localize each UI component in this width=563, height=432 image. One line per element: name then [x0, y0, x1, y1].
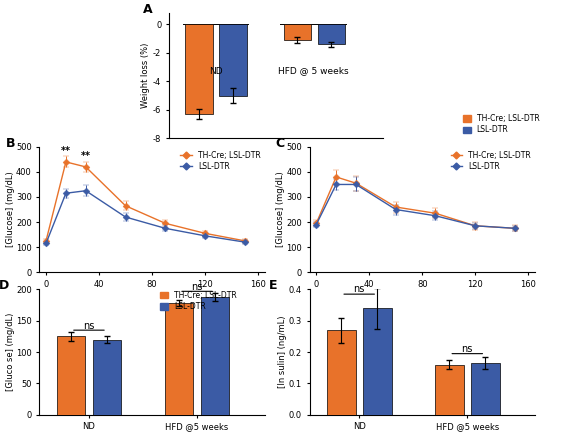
Bar [284, 24, 311, 40]
Y-axis label: [Glucose] (mg/dL): [Glucose] (mg/dL) [6, 172, 15, 248]
Text: ND: ND [209, 67, 223, 76]
Y-axis label: [Glucose] (mg/dL): [Glucose] (mg/dL) [276, 172, 285, 248]
Text: B: B [6, 137, 15, 150]
Text: ns: ns [354, 284, 365, 294]
Text: E: E [269, 280, 278, 292]
Text: D: D [0, 280, 9, 292]
Bar [200, 297, 230, 415]
Bar [327, 330, 356, 415]
Text: HFD @ 5 weeks: HFD @ 5 weeks [278, 67, 349, 76]
Bar [92, 340, 122, 415]
Text: A: A [143, 3, 153, 16]
Bar [435, 365, 464, 415]
Bar [318, 24, 345, 44]
Bar [164, 303, 194, 415]
Legend: TH-Cre; LSL-DTR, LSL-DTR: TH-Cre; LSL-DTR, LSL-DTR [181, 151, 261, 171]
Bar [185, 24, 213, 114]
Legend: TH-Cre; LSL-DTR, LSL-DTR: TH-Cre; LSL-DTR, LSL-DTR [451, 151, 531, 171]
Y-axis label: Weight loss (%): Weight loss (%) [141, 43, 150, 108]
Text: **: ** [61, 146, 71, 156]
Bar [56, 337, 86, 415]
Text: C: C [276, 137, 285, 150]
Y-axis label: [In sulin] (ng/mL): [In sulin] (ng/mL) [278, 316, 287, 388]
Bar [471, 363, 500, 415]
Legend: TH-Cre; LSL-DTR, LSL-DTR: TH-Cre; LSL-DTR, LSL-DTR [463, 114, 539, 134]
X-axis label: Time (min): Time (min) [127, 290, 177, 299]
Text: ns: ns [83, 321, 95, 331]
Text: ns: ns [191, 282, 203, 292]
Bar [220, 24, 247, 95]
X-axis label: Time (min): Time (min) [397, 290, 447, 299]
Y-axis label: [Gluco se] (mg/dL): [Gluco se] (mg/dL) [6, 313, 15, 391]
Text: ns: ns [462, 344, 473, 354]
Text: **: ** [81, 151, 91, 161]
Bar [363, 308, 392, 415]
Legend: TH-Cre; LSL-DTR, LSL-DTR: TH-Cre; LSL-DTR, LSL-DTR [160, 291, 237, 311]
